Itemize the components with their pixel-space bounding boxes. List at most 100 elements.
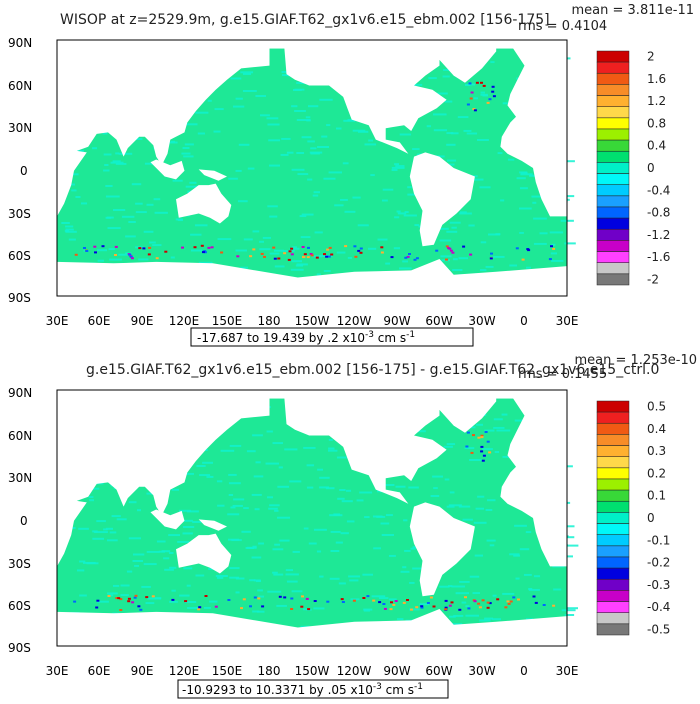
ocean-texture-cell (347, 256, 352, 259)
ocean-texture-cell (446, 230, 458, 233)
xtick-label: 30W (468, 664, 495, 678)
ocean-texture-cell (265, 462, 279, 465)
anomaly-cell (290, 608, 294, 610)
colorbar-label: -0.8 (647, 206, 670, 220)
ocean-texture-cell (468, 224, 475, 227)
anomaly-cell (302, 255, 305, 258)
xtick-label: 0 (520, 314, 528, 328)
ocean-texture-cell (97, 249, 107, 252)
ocean-texture-cell (118, 253, 129, 256)
anomaly-cell (290, 597, 294, 600)
ocean-texture-cell (509, 553, 520, 556)
anomaly-cell (469, 253, 473, 256)
anomaly-cell (458, 608, 462, 611)
ocean-texture-cell (551, 243, 556, 246)
ocean-texture-cell (103, 153, 112, 156)
ocean-texture-cell (171, 488, 179, 491)
anomaly-cell (101, 245, 105, 248)
anomaly-cell (415, 257, 419, 260)
ocean-texture-cell (183, 155, 194, 158)
anomaly-cell (451, 251, 455, 254)
anomaly-cell (507, 602, 511, 605)
anomaly-cell (307, 608, 311, 611)
ocean-texture-cell (561, 160, 575, 163)
ocean-texture-cell (190, 233, 202, 236)
anomaly-cell (142, 247, 146, 250)
anomaly-cell (200, 244, 204, 247)
ocean-texture-cell (382, 188, 394, 191)
ocean-texture-cell (368, 247, 377, 250)
ocean-texture-cell (134, 564, 139, 567)
ocean-texture-cell (307, 178, 313, 181)
anomaly-cell (249, 605, 252, 608)
ocean-texture-cell (565, 555, 573, 558)
anomaly-cell (532, 595, 536, 598)
ocean-texture-cell (459, 580, 470, 583)
ocean-texture-cell (120, 584, 130, 587)
ocean-texture-cell (103, 528, 108, 531)
anomaly-cell (273, 257, 277, 260)
ocean-texture-cell (502, 592, 515, 595)
anomaly-cell (341, 601, 345, 603)
ocean-texture-cell (539, 232, 548, 235)
ocean-texture-cell (303, 527, 309, 530)
anomaly-cell (480, 436, 484, 439)
anomaly-cell (477, 602, 481, 605)
colorbar-swatch (596, 184, 630, 197)
ocean-texture-cell (403, 519, 408, 522)
ocean-texture-cell (413, 430, 426, 433)
ocean-texture-cell (182, 519, 193, 522)
ocean-texture-cell (561, 195, 575, 198)
ocean-texture-cell (388, 598, 397, 601)
ocean-texture-cell (385, 514, 393, 517)
ocean-texture-cell (132, 560, 143, 562)
ocean-texture-cell (469, 575, 480, 578)
ocean-texture-cell (566, 57, 571, 60)
ocean-texture-cell (473, 521, 487, 524)
colorbar-label: -0.5 (647, 622, 670, 636)
ocean-texture-cell (550, 252, 558, 255)
ocean-texture-cell (299, 215, 307, 218)
y-axis: 90N 60N 30N 0 30S 60S 90S (8, 386, 32, 655)
ocean-texture-cell (284, 448, 298, 451)
ocean-texture-cell (189, 181, 197, 184)
ocean-texture-cell (267, 205, 278, 208)
x-axis: 30E 60E 90E 120E 150E 180 150W 120W 90W … (46, 664, 579, 678)
ocean-texture-cell (381, 199, 388, 202)
xtick-label: 150W (295, 314, 330, 328)
ocean-texture-cell (81, 202, 88, 205)
ocean-texture-cell (115, 152, 120, 155)
ocean-texture-cell (170, 140, 176, 143)
ocean-texture-cell (252, 434, 263, 437)
ocean-texture-cell (202, 461, 213, 464)
anomaly-cell (359, 251, 363, 254)
ocean-texture-cell (479, 269, 487, 272)
ocean-texture-cell (286, 151, 294, 154)
colorbar-label: -0.3 (647, 578, 670, 592)
anomaly-cell (552, 247, 556, 250)
anomaly-cell (340, 598, 344, 601)
xtick-label: 60E (88, 664, 111, 678)
colorbar-swatch (596, 151, 630, 163)
colorbar-label: -0.1 (647, 533, 670, 547)
anomaly-cell (306, 256, 310, 259)
colorbar-swatch (596, 73, 630, 85)
ocean-texture-cell (344, 210, 356, 213)
xtick-label: 90W (383, 314, 410, 328)
anomaly-cell (404, 256, 408, 259)
ocean-texture-cell (474, 554, 483, 557)
colorbar-swatch (596, 217, 630, 230)
xtick-label: 150E (212, 664, 243, 678)
anomaly-cell (357, 249, 361, 252)
land-mask (57, 390, 567, 646)
anomaly-cell (290, 253, 294, 256)
ocean-texture-cell (451, 132, 459, 135)
anomaly-cell (278, 595, 282, 598)
colorbar-label: 0.3 (647, 444, 666, 458)
ocean-texture-cell (108, 594, 114, 597)
xtick-label: 30E (556, 314, 579, 328)
ocean-texture-cell (235, 97, 243, 100)
ocean-texture-cell (292, 550, 300, 553)
ytick-label: 30N (8, 121, 32, 135)
anomaly-cell (171, 598, 175, 601)
